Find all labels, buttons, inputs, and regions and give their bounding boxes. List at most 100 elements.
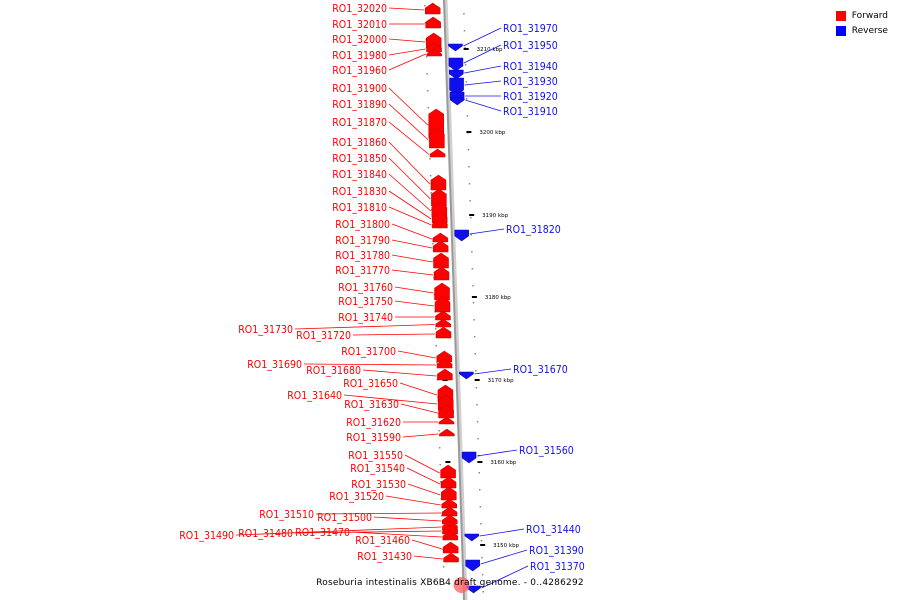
forward-gene-label: RO1_31740 <box>338 312 393 324</box>
label-leader-lines <box>235 7 529 589</box>
guide-dot <box>429 175 432 177</box>
forward-leader-line <box>400 403 438 414</box>
forward-gene-glyph <box>433 252 449 269</box>
gene-labels: RO1_32020 RO1_32010 RO1_32000 RO1_31980 RO1_… <box>179 3 585 573</box>
forward-leader-line <box>391 254 433 263</box>
guide-dot <box>426 73 428 75</box>
forward-gene-glyph <box>435 310 451 321</box>
forward-gene-label: RO1_31890 <box>332 99 387 111</box>
forward-gene-label: RO1_31960 <box>332 65 387 77</box>
guide-dot <box>480 523 482 525</box>
forward-gene-label: RO1_31840 <box>332 169 387 181</box>
forward-leader-line <box>399 382 438 396</box>
forward-leader-line <box>351 531 442 538</box>
guide-dot <box>472 285 474 287</box>
forward-gene-glyph <box>424 2 441 15</box>
reverse-leader-line <box>480 549 528 565</box>
guide-dot <box>468 183 471 185</box>
forward-leader-line <box>406 467 441 485</box>
guide-dot <box>477 438 479 440</box>
gene-glyphs <box>424 2 481 594</box>
reverse-leader-line <box>464 65 502 74</box>
guide-dot <box>463 13 465 15</box>
forward-gene-label: RO1_31870 <box>332 117 387 129</box>
guide-dot <box>436 362 438 364</box>
reverse-leader-line <box>479 528 525 537</box>
forward-gene-label: RO1_31460 <box>355 535 410 547</box>
forward-gene-label: RO1_31630 <box>344 399 399 411</box>
reverse-gene-label: RO1_31930 <box>503 76 558 88</box>
forward-leader-line <box>343 394 438 405</box>
forward-gene-label: RO1_32010 <box>332 19 387 31</box>
scale-tick-label: 3190 kbp <box>482 213 508 219</box>
legend-swatch-forward <box>835 10 846 21</box>
reverse-gene-label: RO1_31950 <box>503 40 558 52</box>
reverse-gene-label: RO1_31920 <box>503 91 558 103</box>
guide-dot <box>471 268 474 270</box>
forward-leader-line <box>235 526 442 536</box>
reverse-gene-glyph <box>448 57 464 72</box>
forward-leader-line <box>388 157 431 200</box>
forward-gene-label: RO1_31650 <box>343 378 398 390</box>
guide-dot <box>481 574 484 576</box>
guide-dot <box>464 47 466 49</box>
forward-gene-label: RO1_31810 <box>332 202 387 214</box>
forward-leader-line <box>404 454 440 474</box>
forward-gene-label: RO1_31500 <box>317 512 372 524</box>
forward-gene-label: RO1_31510 <box>259 509 314 521</box>
guide-dot <box>424 5 426 7</box>
forward-leader-line <box>294 530 442 534</box>
forward-gene-glyph <box>425 16 441 29</box>
reverse-leader-line <box>469 228 505 235</box>
forward-gene-glyph <box>442 541 459 554</box>
forward-gene-glyph <box>429 148 446 158</box>
forward-gene-label: RO1_31590 <box>346 432 401 444</box>
forward-gene-glyph <box>438 416 455 425</box>
reverse-leader-line <box>474 368 512 375</box>
guide-dot <box>480 540 483 542</box>
scale-tick-mark <box>480 544 486 546</box>
reverse-gene-label: RO1_31370 <box>530 561 585 573</box>
reverse-gene-glyph <box>459 371 474 380</box>
forward-leader-line <box>362 369 437 377</box>
forward-gene-label: RO1_31850 <box>332 153 387 165</box>
forward-gene-label: RO1_31480 <box>238 528 293 540</box>
forward-gene-label: RO1_31780 <box>335 250 390 262</box>
forward-leader-line <box>388 38 426 43</box>
guide-dot <box>432 243 434 245</box>
reverse-gene-glyph <box>465 559 480 572</box>
forward-gene-label: RO1_31830 <box>332 186 387 198</box>
forward-gene-glyph <box>429 128 445 149</box>
forward-gene-label: RO1_31750 <box>338 296 393 308</box>
guide-dot <box>464 64 467 66</box>
forward-leader-line <box>388 7 425 11</box>
reverse-leader-line <box>464 80 502 86</box>
forward-gene-label: RO1_31700 <box>341 346 396 358</box>
strand-legend: Forward Reverse <box>835 8 888 38</box>
guide-dot <box>430 192 432 194</box>
forward-gene-label: RO1_31680 <box>306 365 361 377</box>
guide-dot <box>476 421 479 423</box>
legend-label-reverse: Reverse <box>851 25 888 36</box>
reverse-gene-glyph <box>454 229 469 242</box>
forward-gene-glyph <box>440 464 456 479</box>
forward-gene-label: RO1_31490 <box>179 530 234 542</box>
forward-gene-label: RO1_32020 <box>332 3 387 15</box>
track-end-marker <box>453 577 470 593</box>
guide-dot <box>479 506 482 508</box>
forward-gene-glyph <box>432 218 448 229</box>
legend-reverse: Reverse <box>835 23 888 38</box>
reverse-gene-label: RO1_31670 <box>513 364 568 376</box>
reverse-gene-label: RO1_31970 <box>503 23 558 35</box>
forward-gene-glyph <box>433 266 450 281</box>
forward-leader-line <box>388 53 426 71</box>
guide-dot <box>473 336 476 338</box>
guide-dot <box>463 30 466 32</box>
forward-gene-glyph <box>436 358 453 369</box>
forward-gene-glyph <box>439 428 455 437</box>
guide-dot <box>482 591 484 593</box>
guide-dot <box>471 251 473 253</box>
guide-dot <box>468 166 470 168</box>
forward-leader-line <box>411 539 443 550</box>
reverse-gene-label: RO1_31940 <box>503 61 558 73</box>
